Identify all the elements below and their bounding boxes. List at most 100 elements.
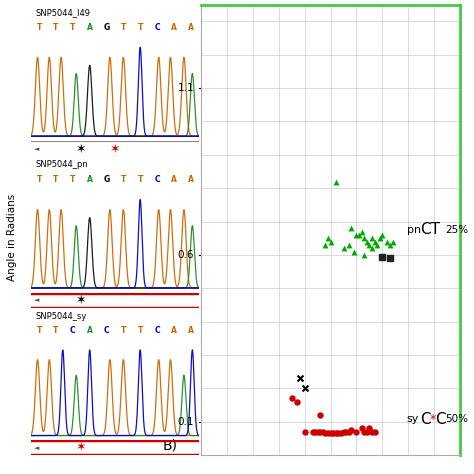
Text: T: T: [121, 327, 126, 336]
Point: [353, 428, 360, 436]
Point: [374, 241, 381, 249]
Text: T: T: [121, 175, 126, 184]
Text: T: T: [36, 23, 42, 32]
Point: [347, 224, 355, 232]
Point: [317, 411, 324, 419]
Text: C: C: [420, 411, 430, 427]
Text: ✶: ✶: [76, 294, 87, 307]
Text: *: *: [430, 412, 437, 426]
Point: [383, 238, 391, 246]
Text: ✶: ✶: [76, 142, 87, 155]
Point: [386, 241, 394, 249]
Point: [342, 428, 350, 436]
Text: ◄: ◄: [34, 298, 39, 303]
Point: [350, 248, 358, 255]
Text: A: A: [87, 175, 92, 184]
Point: [347, 426, 355, 434]
Point: [386, 255, 394, 262]
Point: [301, 384, 309, 392]
Text: C: C: [154, 327, 160, 336]
Point: [363, 428, 371, 436]
Text: 0.1: 0.1: [178, 417, 194, 427]
Point: [368, 428, 376, 436]
Text: 1.1: 1.1: [178, 83, 194, 93]
Point: [345, 428, 353, 436]
Point: [365, 241, 373, 249]
Text: T: T: [36, 175, 42, 184]
Point: [371, 238, 378, 246]
Text: ✶: ✶: [76, 441, 87, 454]
Text: SNP5044_sy: SNP5044_sy: [36, 312, 87, 321]
Text: sy: sy: [407, 414, 419, 424]
Point: [317, 428, 324, 436]
Point: [355, 231, 363, 239]
Text: B): B): [163, 438, 178, 452]
Point: [324, 235, 332, 242]
Text: T: T: [137, 23, 143, 32]
Text: T: T: [137, 327, 143, 336]
Text: T: T: [70, 23, 75, 32]
Text: T: T: [54, 327, 59, 336]
Point: [368, 245, 376, 252]
Point: [332, 178, 339, 185]
Text: A: A: [188, 175, 193, 184]
Point: [322, 429, 329, 437]
Point: [319, 428, 327, 436]
Text: T: T: [121, 23, 126, 32]
Text: G: G: [103, 23, 109, 32]
Point: [335, 429, 342, 437]
Text: A: A: [87, 23, 92, 32]
Point: [311, 428, 319, 436]
Text: C: C: [154, 175, 160, 184]
Text: T: T: [54, 23, 59, 32]
Point: [378, 231, 386, 239]
Text: ◄: ◄: [34, 146, 39, 152]
Text: A: A: [87, 327, 92, 336]
Point: [327, 238, 335, 246]
Point: [337, 429, 345, 437]
Text: Angle in Radians: Angle in Radians: [7, 193, 17, 281]
Text: C: C: [104, 327, 109, 336]
Point: [296, 374, 303, 382]
Point: [324, 429, 332, 437]
Point: [301, 428, 309, 436]
Point: [293, 398, 301, 405]
Point: [327, 429, 335, 437]
Point: [329, 429, 337, 437]
Text: A: A: [171, 175, 177, 184]
Point: [345, 241, 353, 249]
Point: [322, 241, 329, 249]
Text: A: A: [171, 23, 177, 32]
Text: pn: pn: [407, 225, 421, 235]
Text: SNP5044_I49: SNP5044_I49: [36, 8, 91, 17]
Point: [340, 428, 347, 436]
Point: [389, 238, 396, 246]
Point: [309, 428, 316, 436]
Text: C: C: [435, 411, 446, 427]
Point: [353, 231, 360, 239]
Text: T: T: [70, 175, 75, 184]
Point: [358, 425, 365, 432]
Text: 0.6: 0.6: [178, 250, 194, 260]
Text: C: C: [154, 23, 160, 32]
Text: T: T: [54, 175, 59, 184]
Text: ◄: ◄: [34, 445, 39, 451]
Text: CT: CT: [420, 222, 440, 237]
Text: ✶: ✶: [109, 142, 120, 155]
Text: SNP5044_pn: SNP5044_pn: [36, 160, 89, 169]
Point: [314, 428, 321, 436]
Text: 50%: 50%: [446, 414, 469, 424]
Text: G: G: [103, 175, 109, 184]
Point: [365, 425, 373, 432]
Text: A: A: [188, 23, 193, 32]
Point: [360, 235, 368, 242]
Text: A: A: [188, 327, 193, 336]
Point: [360, 428, 368, 436]
Point: [368, 235, 376, 242]
Text: 25%: 25%: [446, 225, 469, 235]
Point: [376, 235, 383, 242]
Point: [358, 228, 365, 236]
Point: [360, 251, 368, 259]
Point: [332, 429, 339, 437]
Point: [288, 394, 296, 402]
